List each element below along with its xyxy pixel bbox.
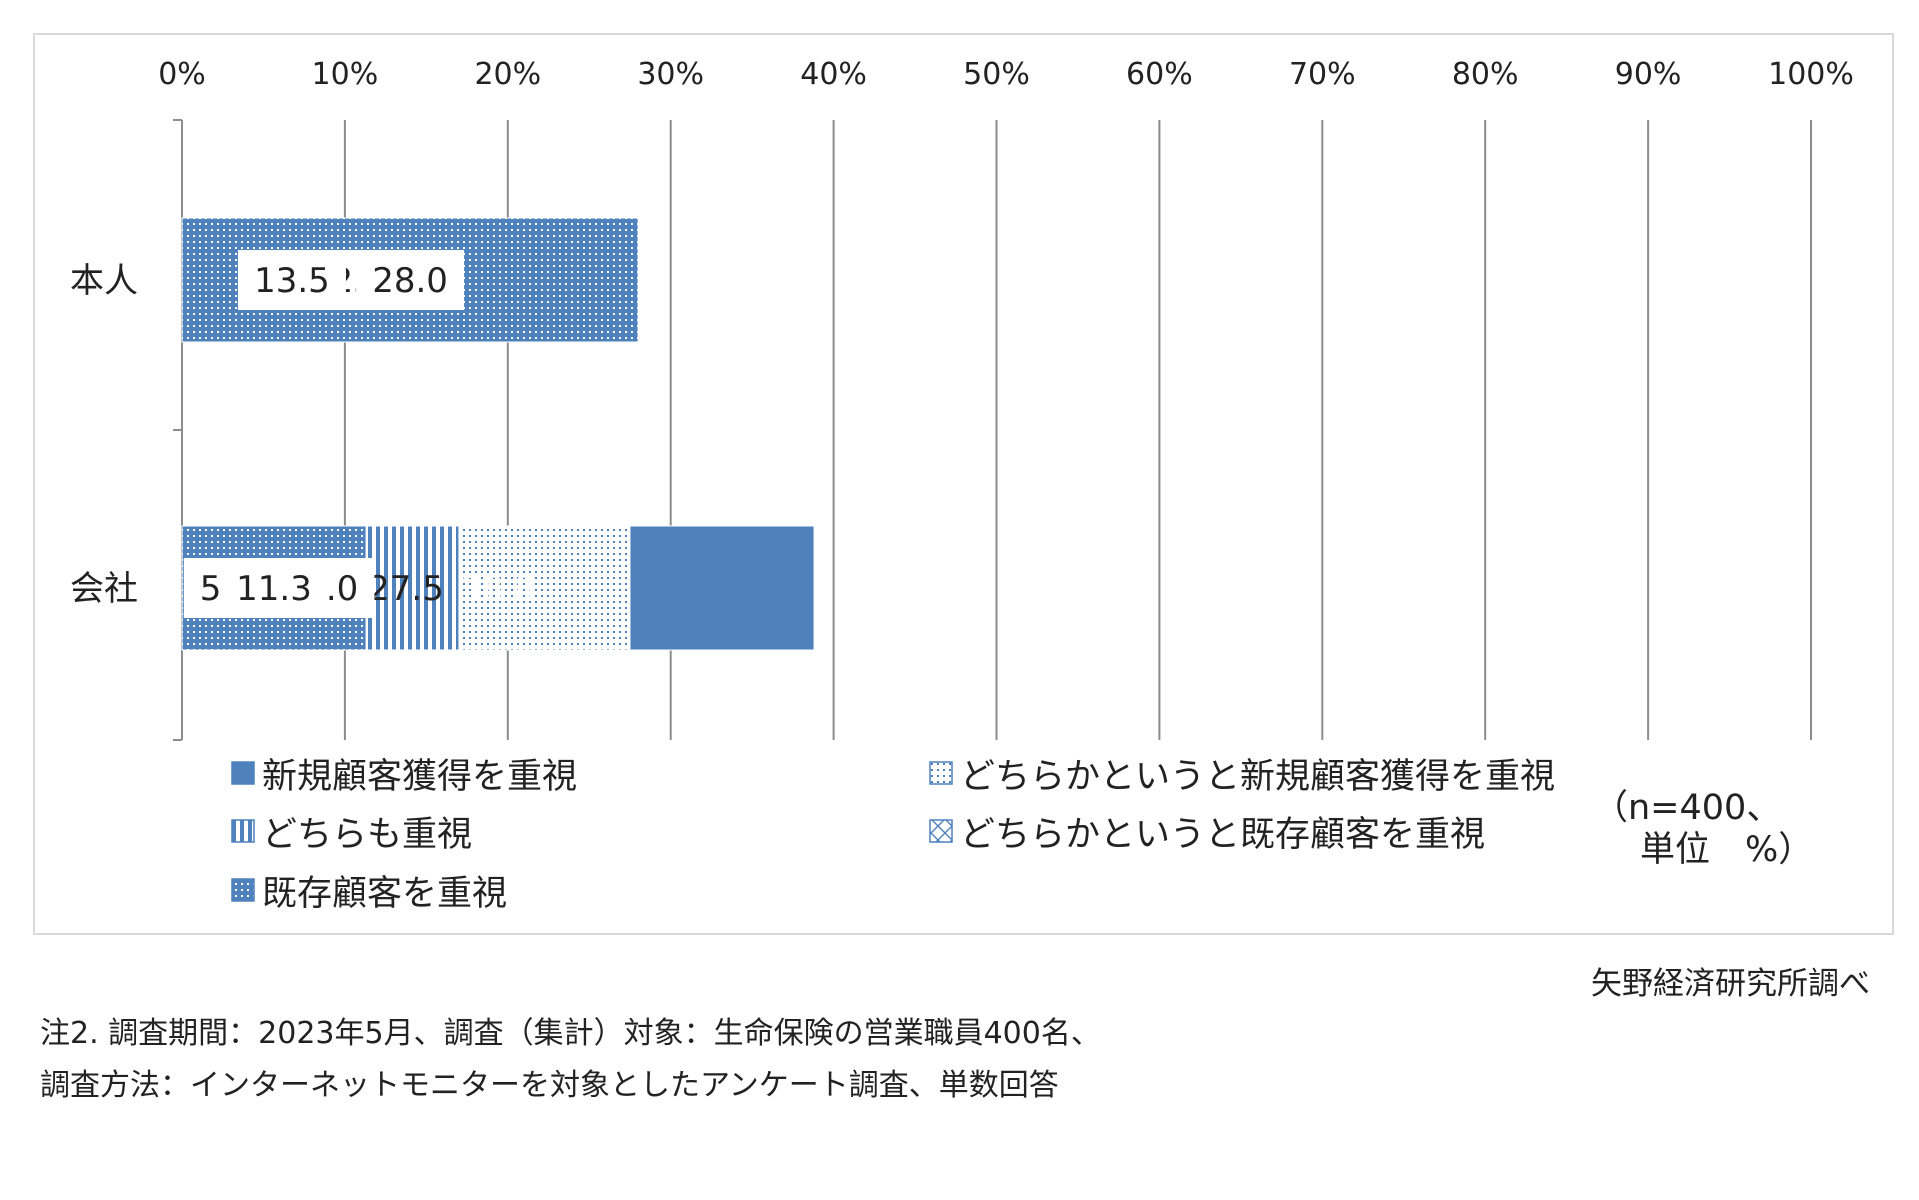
data-label: 38.8 xyxy=(460,569,536,609)
legend-swatch xyxy=(231,761,255,785)
x-tick-label: 70% xyxy=(1289,57,1356,92)
x-tick-label: 90% xyxy=(1615,57,1682,92)
data-label: 27.5 xyxy=(368,569,444,609)
data-label-box xyxy=(220,558,329,618)
x-tick-label: 20% xyxy=(474,57,541,92)
x-tick-label: 60% xyxy=(1126,57,1193,92)
legend-label: どちらも重視 xyxy=(262,815,472,855)
x-tick-label: 80% xyxy=(1452,57,1519,92)
x-tick-label: 100% xyxy=(1768,57,1854,92)
x-tick-label: 0% xyxy=(158,57,206,92)
x-tick-label: 40% xyxy=(800,57,867,92)
x-tick-label: 10% xyxy=(312,57,379,92)
legend-label: どちらかというと既存顧客を重視 xyxy=(960,815,1485,855)
data-label-box xyxy=(356,250,465,310)
legend-label: どちらかというと新規顧客獲得を重視 xyxy=(960,757,1555,797)
data-label: 28.0 xyxy=(372,261,448,301)
unit-note-line2: 単位 %） xyxy=(1640,830,1813,870)
category-label: 本人 xyxy=(70,261,138,301)
chart-frame xyxy=(33,33,1894,935)
note-line-1: 注2. 調査期間：2023年5月、調査（集計）対象：生命保険の営業職員400名、 xyxy=(40,1016,1101,1051)
unit-note-line1: （n=400、 xyxy=(1593,788,1781,828)
source-credit: 矢野経済研究所調べ xyxy=(1591,966,1870,1002)
legend-label: 既存顧客を重視 xyxy=(262,874,507,914)
x-tick-label: 50% xyxy=(963,57,1030,92)
legend-swatch xyxy=(231,819,255,843)
note-line-2: 調査方法：インターネットモニターを対象としたアンケート調査、単数回答 xyxy=(40,1068,1059,1103)
legend-swatch xyxy=(231,878,255,902)
data-label: 13.5 xyxy=(254,261,330,301)
legend-swatch xyxy=(929,761,953,785)
x-tick-label: 30% xyxy=(637,57,704,92)
data-label: 11.3 xyxy=(236,569,312,609)
legend-swatch xyxy=(929,819,953,843)
data-label-box xyxy=(237,250,346,310)
category-label: 会社 xyxy=(70,569,138,609)
legend-label: 新規顧客獲得を重視 xyxy=(262,757,577,797)
